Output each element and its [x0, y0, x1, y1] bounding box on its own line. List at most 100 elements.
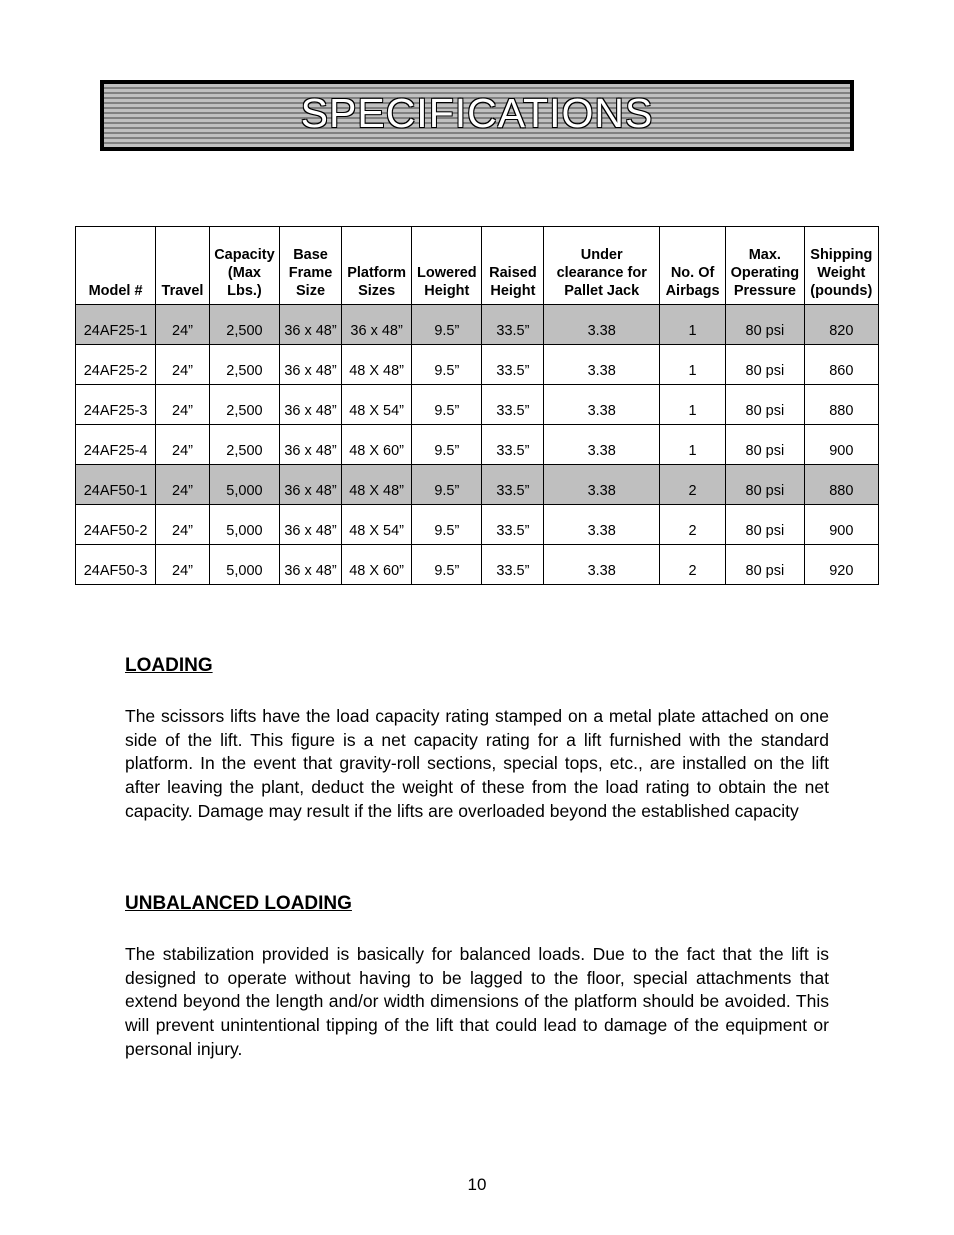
table-cell: 900 [804, 505, 878, 545]
table-cell: 80 psi [726, 465, 804, 505]
table-cell: 9.5” [412, 425, 482, 465]
table-cell: 9.5” [412, 385, 482, 425]
table-cell: 36 x 48” [280, 425, 342, 465]
page-title: SPECIFICATIONS [104, 90, 850, 137]
table-cell: 36 x 48” [280, 505, 342, 545]
page: SPECIFICATIONS Model #TravelCapacity (Ma… [0, 0, 954, 1235]
table-column-header: Platform Sizes [342, 227, 412, 305]
table-cell: 3.38 [544, 425, 660, 465]
table-cell: 2,500 [209, 425, 279, 465]
title-banner: SPECIFICATIONS [100, 80, 854, 151]
table-header: Model #TravelCapacity (Max Lbs.)Base Fra… [76, 227, 879, 305]
table-cell: 2 [660, 505, 726, 545]
table-cell: 33.5” [482, 345, 544, 385]
section-body: The stabilization provided is basically … [125, 943, 829, 1061]
table-cell: 24AF50-1 [76, 465, 156, 505]
table-cell: 36 x 48” [280, 345, 342, 385]
table-cell: 36 x 48” [280, 465, 342, 505]
table-cell: 33.5” [482, 545, 544, 585]
table-cell: 24” [156, 545, 210, 585]
table-cell: 33.5” [482, 465, 544, 505]
table-cell: 24” [156, 345, 210, 385]
table-cell: 900 [804, 425, 878, 465]
table-cell: 2,500 [209, 345, 279, 385]
table-cell: 1 [660, 345, 726, 385]
table-cell: 24AF50-3 [76, 545, 156, 585]
table-column-header: Under clearance for Pallet Jack [544, 227, 660, 305]
table-cell: 880 [804, 465, 878, 505]
table-cell: 48 X 54” [342, 505, 412, 545]
table-body: 24AF25-124”2,50036 x 48”36 x 48”9.5”33.5… [76, 305, 879, 585]
page-number: 10 [0, 1175, 954, 1195]
table-cell: 36 x 48” [280, 385, 342, 425]
table-cell: 24AF25-2 [76, 345, 156, 385]
table-column-header: Raised Height [482, 227, 544, 305]
section-body: The scissors lifts have the load capacit… [125, 705, 829, 823]
table-column-header: Shipping Weight (pounds) [804, 227, 878, 305]
table-cell: 24” [156, 305, 210, 345]
table-row: 24AF50-124”5,00036 x 48”48 X 48”9.5”33.5… [76, 465, 879, 505]
table-cell: 48 X 48” [342, 465, 412, 505]
table-cell: 36 x 48” [280, 545, 342, 585]
table-column-header: Model # [76, 227, 156, 305]
table-cell: 3.38 [544, 305, 660, 345]
table-row: 24AF50-324”5,00036 x 48”48 X 60”9.5”33.5… [76, 545, 879, 585]
table-cell: 5,000 [209, 505, 279, 545]
table-column-header: Travel [156, 227, 210, 305]
table-cell: 36 x 48” [280, 305, 342, 345]
table-column-header: Base Frame Size [280, 227, 342, 305]
table-cell: 5,000 [209, 545, 279, 585]
table-cell: 48 X 60” [342, 545, 412, 585]
table-cell: 5,000 [209, 465, 279, 505]
table-row: 24AF25-224”2,50036 x 48”48 X 48”9.5”33.5… [76, 345, 879, 385]
table-cell: 24” [156, 425, 210, 465]
table-cell: 9.5” [412, 545, 482, 585]
table-cell: 3.38 [544, 345, 660, 385]
table-cell: 48 X 60” [342, 425, 412, 465]
table-cell: 1 [660, 305, 726, 345]
table-cell: 33.5” [482, 425, 544, 465]
table-cell: 2,500 [209, 385, 279, 425]
table-cell: 48 X 48” [342, 345, 412, 385]
table-cell: 80 psi [726, 425, 804, 465]
table-cell: 3.38 [544, 505, 660, 545]
table-cell: 880 [804, 385, 878, 425]
table-cell: 1 [660, 425, 726, 465]
table-cell: 9.5” [412, 505, 482, 545]
table-cell: 2,500 [209, 305, 279, 345]
table-cell: 920 [804, 545, 878, 585]
section-heading: LOADING [125, 655, 829, 677]
table-column-header: No. Of Airbags [660, 227, 726, 305]
table-row: 24AF50-224”5,00036 x 48”48 X 54”9.5”33.5… [76, 505, 879, 545]
table-cell: 2 [660, 545, 726, 585]
table-cell: 24AF25-4 [76, 425, 156, 465]
table-cell: 80 psi [726, 345, 804, 385]
table-cell: 3.38 [544, 385, 660, 425]
table-cell: 33.5” [482, 305, 544, 345]
table-row: 24AF25-324”2,50036 x 48”48 X 54”9.5”33.5… [76, 385, 879, 425]
table-row: 24AF25-124”2,50036 x 48”36 x 48”9.5”33.5… [76, 305, 879, 345]
table-cell: 24” [156, 385, 210, 425]
table-cell: 860 [804, 345, 878, 385]
table-cell: 48 X 54” [342, 385, 412, 425]
table-cell: 3.38 [544, 545, 660, 585]
specifications-table: Model #TravelCapacity (Max Lbs.)Base Fra… [75, 226, 879, 585]
table-cell: 33.5” [482, 505, 544, 545]
table-row: 24AF25-424”2,50036 x 48”48 X 60”9.5”33.5… [76, 425, 879, 465]
table-cell: 24” [156, 505, 210, 545]
table-cell: 3.38 [544, 465, 660, 505]
table-cell: 1 [660, 385, 726, 425]
section: UNBALANCED LOADING The stabilization prov… [125, 893, 829, 1061]
section-heading: UNBALANCED LOADING [125, 893, 829, 915]
table-cell: 9.5” [412, 345, 482, 385]
table-cell: 9.5” [412, 465, 482, 505]
table-cell: 24AF25-3 [76, 385, 156, 425]
table-cell: 24AF25-1 [76, 305, 156, 345]
table-cell: 24AF50-2 [76, 505, 156, 545]
table-cell: 80 psi [726, 545, 804, 585]
table-cell: 820 [804, 305, 878, 345]
table-column-header: Capacity (Max Lbs.) [209, 227, 279, 305]
table-column-header: Lowered Height [412, 227, 482, 305]
table-column-header: Max. Operating Pressure [726, 227, 804, 305]
table-cell: 36 x 48” [342, 305, 412, 345]
